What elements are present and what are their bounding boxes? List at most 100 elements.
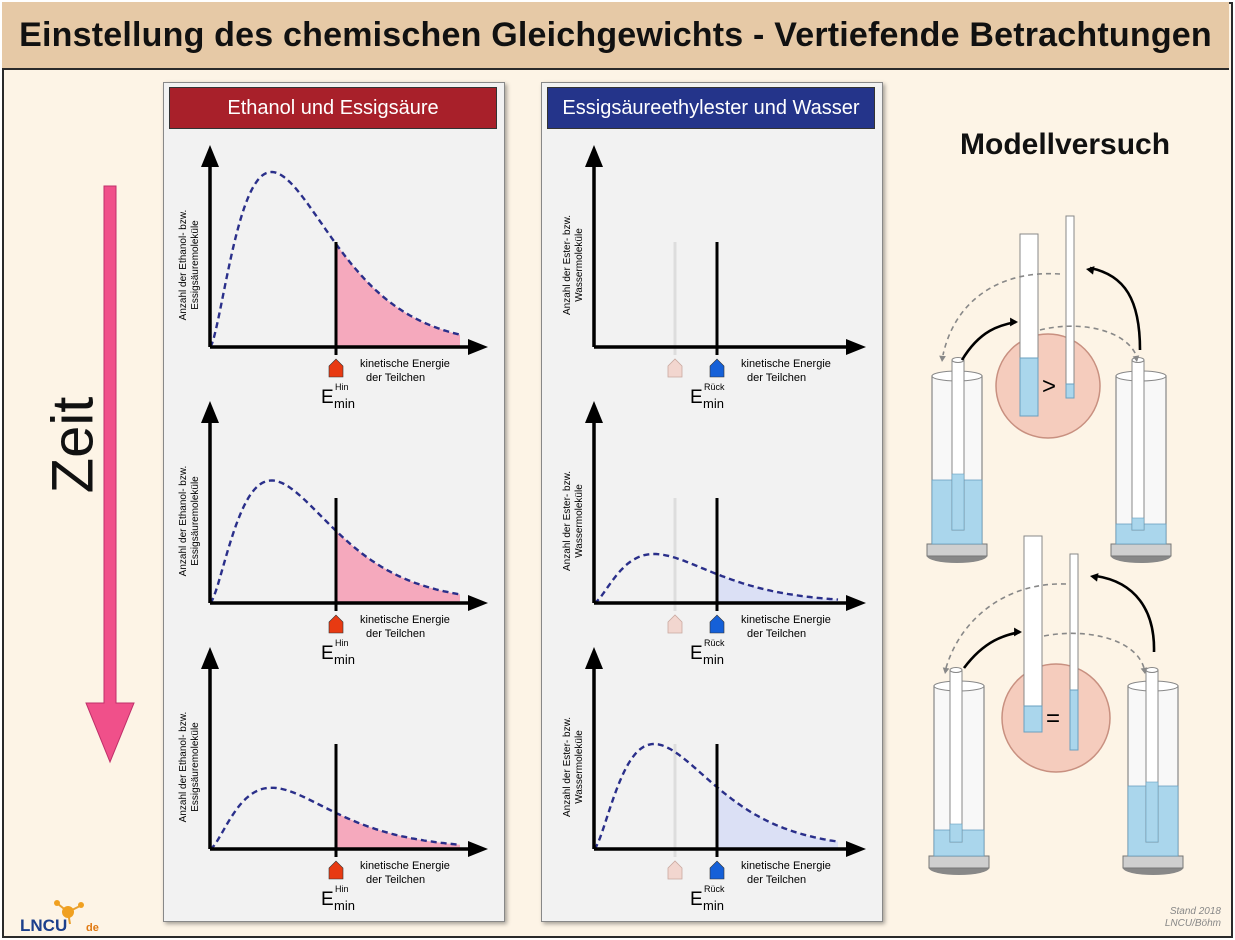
tube (1131, 359, 1145, 531)
x-axis-label-line2: der Teilchen (366, 628, 425, 640)
page-title: Einstellung des chemischen Gleichgewicht… (19, 15, 1212, 54)
arrow-dashed-top-right (1039, 325, 1137, 356)
previous-emin-marker (667, 358, 683, 378)
arrow-dashed-top-left (942, 272, 1061, 356)
y-axis-label-line2: Wassermoleküle (574, 730, 585, 804)
arrow-head (1140, 667, 1148, 674)
emin-superscript: Rück (704, 638, 725, 648)
tube-rim (949, 667, 963, 673)
arrow-head (1132, 355, 1140, 362)
tube-rim (951, 357, 965, 363)
y-axis-label-line1: Anzahl der Ethanol- bzw. (178, 712, 189, 823)
y-axis-arrow (585, 647, 603, 669)
title-bar: Einstellung des chemischen Gleichgewicht… (2, 2, 1229, 70)
emin-subscript: min (703, 396, 724, 411)
x-axis-label-line2: der Teilchen (747, 874, 806, 886)
x-axis-label-line2: der Teilchen (747, 372, 806, 384)
emin-subscript: min (703, 898, 724, 913)
x-axis-arrow (846, 595, 866, 611)
beaker-right-top (1110, 357, 1172, 563)
beaker-stand (1110, 543, 1172, 557)
emin-superscript: Hin (335, 638, 349, 648)
tube (949, 669, 963, 843)
comparison-symbol-top: > (1042, 373, 1056, 400)
beaker-stand (926, 543, 988, 557)
panel-header-right: Essigsäureethylester und Wasser (547, 87, 875, 129)
emin-marker (328, 358, 344, 378)
large-tube-water-top (1019, 357, 1039, 417)
beaker-left-top (926, 357, 988, 563)
arrow-head (942, 667, 950, 674)
arrow-dashed-bottom-right (1043, 632, 1145, 669)
arrow-solid-bottom-left (962, 630, 1021, 669)
emin-subscript: min (334, 652, 355, 667)
tube-water (951, 473, 965, 531)
arrow-solid-top-right (1089, 266, 1142, 351)
x-axis-arrow (468, 595, 488, 611)
beaker-right-bottom (1122, 667, 1184, 875)
tube-water (1131, 517, 1145, 531)
area-above-emin (336, 812, 460, 849)
x-axis-label-line1: kinetische Energie (360, 860, 450, 872)
arrow-head (1090, 573, 1099, 582)
small-tube-top (1065, 215, 1075, 399)
y-axis-label-line2: Essigsäuremoleküle (190, 722, 201, 812)
beaker-stand (1122, 855, 1184, 869)
emin-superscript: Rück (704, 382, 725, 392)
emin-marker (709, 358, 725, 378)
comparison-symbol-bottom: = (1046, 705, 1060, 732)
small-tube-water-bottom (1069, 689, 1079, 751)
stand-note: Stand 2018 LNCU/Böhm (1165, 906, 1221, 930)
emin-label: E (321, 643, 334, 664)
y-axis-arrow (585, 401, 603, 423)
x-axis-arrow (468, 841, 488, 857)
y-axis-label-line2: Wassermoleküle (574, 484, 585, 558)
arrow-head (1086, 266, 1095, 275)
svg-text:LNCU: LNCU (20, 916, 67, 935)
emin-marker (328, 860, 344, 880)
panel-header-left: Ethanol und Essigsäure (169, 87, 497, 129)
area-above-emin (717, 788, 838, 849)
y-axis-arrow (585, 145, 603, 167)
tube-water (949, 823, 963, 843)
beaker-left-bottom (928, 667, 990, 875)
arrow-head (1010, 317, 1018, 327)
x-axis-arrow (846, 841, 866, 857)
emin-superscript: Rück (704, 884, 725, 894)
emin-label: E (690, 643, 703, 664)
large-tube-water-bottom (1023, 705, 1043, 733)
emin-superscript: Hin (335, 884, 349, 894)
x-axis-label-line2: der Teilchen (366, 874, 425, 886)
arrow-head (1014, 627, 1022, 637)
x-axis-label-line1: kinetische Energie (741, 614, 831, 626)
y-axis-arrow (201, 401, 219, 423)
x-axis-label-line1: kinetische Energie (360, 614, 450, 626)
small-tube-water-top (1065, 383, 1075, 399)
x-axis-arrow (846, 339, 866, 355)
beaker-water (933, 829, 985, 857)
emin-superscript: Hin (335, 382, 349, 392)
y-axis-label-line2: Wassermoleküle (574, 228, 585, 302)
author: LNCU/Böhm (1164, 918, 1221, 929)
tube-rim (1145, 667, 1159, 673)
emin-subscript: min (703, 652, 724, 667)
arrow-dashed-bottom-left (945, 583, 1067, 669)
emin-marker (709, 860, 725, 880)
y-axis-label-line1: Anzahl der Ethanol- bzw. (178, 210, 189, 321)
area-above-emin (717, 574, 838, 603)
y-axis-arrow (201, 145, 219, 167)
distribution-curve (593, 552, 839, 605)
emin-label: E (321, 889, 334, 910)
emin-marker (709, 614, 725, 634)
model-experiment: >= (926, 215, 1184, 875)
arrow-head (939, 355, 946, 362)
